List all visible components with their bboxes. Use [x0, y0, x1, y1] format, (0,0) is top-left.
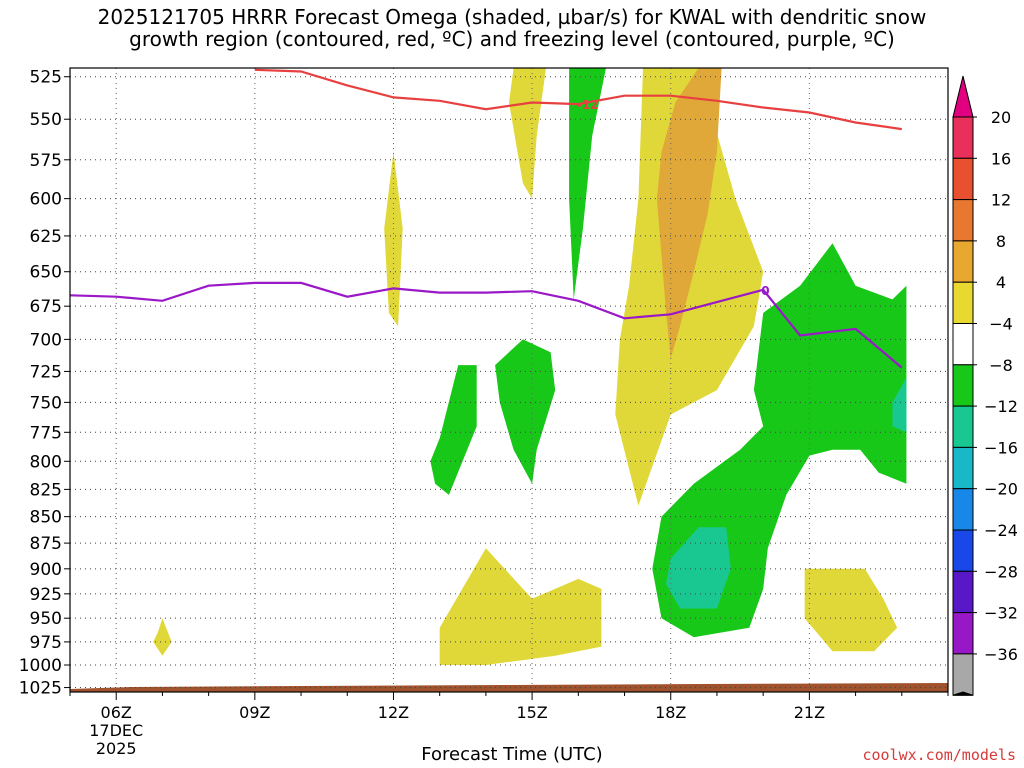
dgz-contour-line [254, 68, 902, 131]
y-tick-label: 950 [30, 609, 62, 629]
x-axis-label: Forecast Time (UTC) [421, 744, 603, 765]
y-tick-label: 625 [30, 227, 62, 247]
colorbar-label: 8 [996, 232, 1006, 251]
colorbar-swatch [952, 240, 974, 283]
plot-frame [69, 67, 949, 693]
omega-region-3 [656, 68, 722, 359]
contours: -12 0 [70, 68, 903, 369]
colorbar-label: 16 [991, 149, 1011, 168]
colorbar-swatch [952, 199, 974, 242]
omega-region-7 [430, 365, 477, 495]
colorbar-swatch [952, 364, 974, 407]
x-tick-label: 18Z [655, 703, 686, 722]
colorbar-top-cap [952, 75, 974, 118]
colorbar-bottom-cap [952, 691, 974, 696]
omega-region-12 [892, 377, 907, 433]
y-tick-label: 700 [30, 330, 62, 350]
colorbar-label: 12 [991, 191, 1011, 210]
colorbar-label: −12 [984, 397, 1018, 416]
omega-region-9 [569, 68, 606, 300]
y-tick-label: 575 [30, 151, 62, 171]
y-tick-label: 800 [30, 452, 62, 472]
y-tick-label: 875 [30, 534, 62, 554]
colorbar-label: 20 [991, 108, 1011, 127]
x-tick-label: 21Z [794, 703, 825, 722]
omega-region-4 [153, 618, 172, 656]
x-tick-label: 09Z [239, 703, 270, 722]
colorbar-swatch [952, 116, 974, 159]
omega-region-6 [804, 568, 898, 652]
colorbar-label: −4 [989, 315, 1013, 334]
omega-region-8 [495, 339, 556, 484]
y-tick-label: 775 [30, 423, 62, 443]
grid-lines [70, 68, 948, 692]
colorbar-swatch [952, 405, 974, 448]
freezing-level-line [70, 281, 903, 369]
y-tick-label: 600 [30, 190, 62, 210]
colorbar-swatch [952, 570, 974, 614]
colorbar-swatch [952, 612, 974, 655]
colorbar-swatch [952, 281, 974, 325]
colorbar-label: −28 [984, 562, 1018, 581]
y-tick-label: 900 [30, 560, 62, 580]
x-tick-label: 06Z [101, 703, 132, 722]
title-line-2: growth region (contoured, red, ºC) and f… [129, 27, 895, 51]
y-tick-label: 750 [30, 393, 62, 413]
terrain-fill [70, 683, 948, 692]
colorbar-label: −16 [984, 438, 1018, 457]
y-tick-label: 825 [30, 480, 62, 500]
y-tick-label: 925 [30, 585, 62, 605]
colorbar-label: −36 [984, 645, 1018, 664]
y-tick-label: 675 [30, 297, 62, 317]
y-tick-label: 975 [30, 633, 62, 653]
credit-text: coolwx.com/models [862, 746, 1016, 764]
dgz-contour-label: -12 [577, 98, 599, 112]
colorbar-label: 4 [996, 273, 1006, 292]
colorbar-swatch [952, 529, 974, 572]
y-axis: 525 550 575 600 625 650 675 700 725 750 775 800 825 8… [19, 68, 70, 699]
x-tick-label: 15Z [516, 703, 547, 722]
x-tick-label: 12Z [378, 703, 409, 722]
colorbar-swatch [952, 323, 974, 366]
colorbar-label: −20 [984, 480, 1018, 499]
colorbar-label: −24 [984, 521, 1018, 540]
y-tick-label: 525 [30, 68, 62, 88]
omega-region-11 [666, 527, 731, 609]
colorbar-label: −32 [984, 604, 1018, 623]
x-tick-year: 2025 [96, 739, 137, 758]
colorbar-swatch [952, 157, 974, 201]
omega-region-0 [509, 68, 546, 199]
x-tick-date: 17DEC [89, 721, 143, 740]
colorbar-swatch [952, 488, 974, 531]
omega-region-5 [439, 548, 602, 665]
y-tick-label: 1000 [19, 656, 62, 676]
chart-title: 2025121705 HRRR Forecast Omega (shaded, … [0, 6, 1024, 50]
y-tick-label: 550 [30, 110, 62, 130]
y-tick-label: 850 [30, 508, 62, 528]
colorbar-swatch [952, 653, 974, 696]
omega-shading [153, 68, 907, 665]
y-tick-label: 1025 [19, 679, 62, 699]
freezing-level-label: 0 [761, 284, 769, 298]
colorbar: 20 16 12 8 4 −4 −8 −12 −16 −20 −24 −28 −32 −36 [952, 75, 1018, 696]
title-line-1: 2025121705 HRRR Forecast Omega (shaded, … [97, 5, 927, 29]
y-tick-label: 650 [30, 263, 62, 283]
colorbar-swatch [952, 446, 974, 490]
colorbar-label: −8 [989, 356, 1013, 375]
y-tick-label: 725 [30, 362, 62, 382]
